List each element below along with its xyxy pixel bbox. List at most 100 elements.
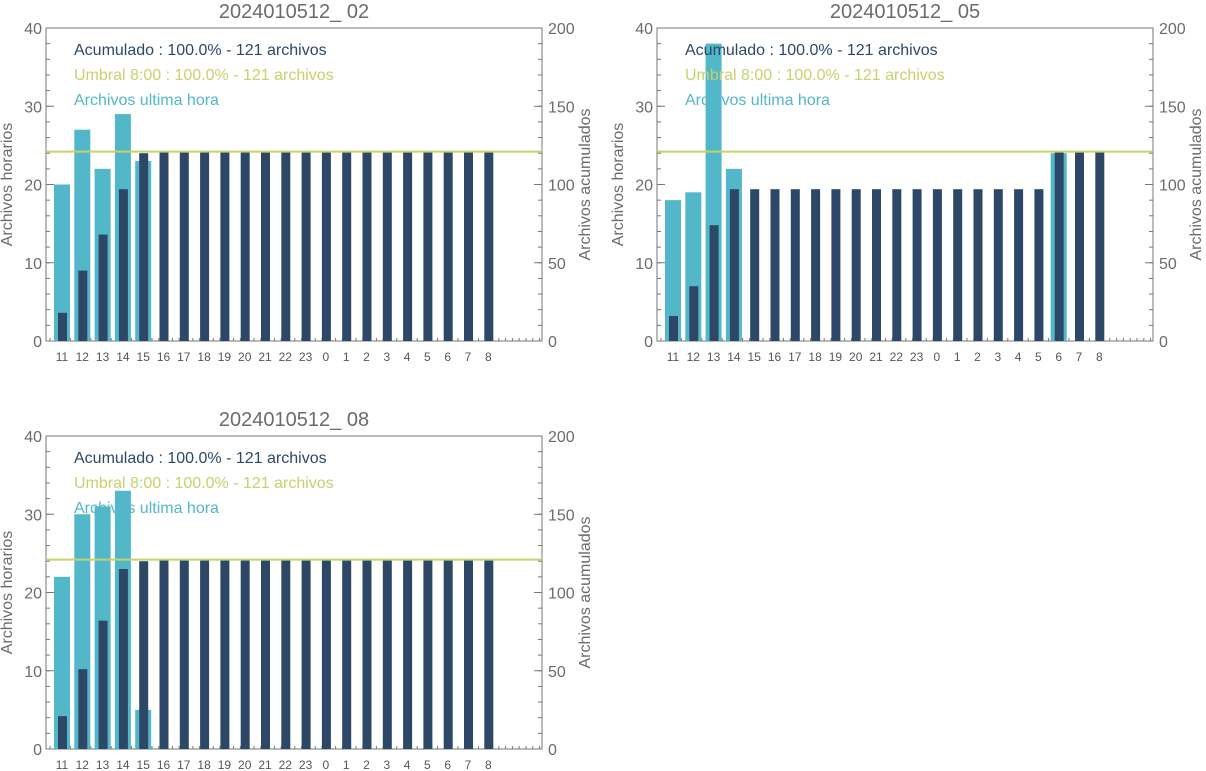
cumulative-bar (851, 189, 861, 341)
cumulative-bar (729, 189, 739, 341)
cumulative-bar (669, 315, 678, 341)
x-tick-label: 5 (1035, 350, 1042, 364)
x-tick-label: 0 (323, 758, 330, 771)
y-right-axis-label: Archivos acumulados (577, 516, 594, 668)
y-right-axis-label: Archivos acumulados (1188, 108, 1205, 260)
y-tick-label: 20 (24, 178, 42, 195)
x-tick-label: 3 (383, 758, 390, 771)
x-tick-label: 11 (56, 758, 69, 771)
y-tick-label: 30 (24, 507, 42, 524)
y-tick-label: 40 (24, 21, 42, 38)
y-right-tick-label: 200 (548, 429, 575, 446)
cumulative-bar (973, 189, 983, 341)
y-right-tick-label: 100 (548, 178, 575, 195)
x-tick-label: 8 (485, 758, 492, 771)
cumulative-bar (423, 151, 433, 341)
hourly-bar (665, 200, 681, 341)
y-tick-label: 20 (635, 178, 653, 195)
cumulative-bar (342, 151, 352, 341)
y-tick-label: 30 (635, 99, 653, 116)
y-tick-label: 30 (24, 99, 42, 116)
cumulative-bar (139, 561, 149, 749)
x-tick-label: 7 (465, 758, 472, 771)
legend-entry: Archivos ultima hora (685, 92, 830, 109)
hourly-bar (54, 184, 70, 341)
cumulative-bar (98, 234, 108, 341)
x-tick-label: 14 (116, 350, 130, 364)
cumulative-bar (912, 189, 922, 341)
y-right-tick-label: 50 (1159, 256, 1177, 273)
x-tick-label: 5 (424, 758, 431, 771)
x-tick-label: 6 (444, 350, 451, 364)
x-tick-label: 22 (279, 350, 293, 364)
cumulative-bar (220, 559, 230, 749)
cumulative-bar (200, 559, 210, 749)
x-tick-label: 4 (1015, 350, 1022, 364)
y-right-tick-label: 100 (1159, 178, 1186, 195)
x-tick-label: 17 (788, 350, 802, 364)
cumulative-bar (770, 189, 780, 341)
cumulative-bar (811, 189, 821, 341)
cumulative-bar (118, 569, 128, 749)
x-tick-label: 2 (974, 350, 981, 364)
x-tick-label: 12 (687, 350, 701, 364)
legend-entry: Umbral 8:00 : 100.0% - 121 archivos (74, 475, 334, 492)
cumulative-bar (118, 189, 128, 341)
cumulative-bar (932, 189, 942, 341)
x-tick-label: 16 (157, 758, 171, 771)
x-tick-label: 20 (849, 350, 863, 364)
x-tick-label: 18 (808, 350, 822, 364)
cumulative-bar (1075, 151, 1084, 341)
cumulative-bar (423, 559, 433, 749)
y-right-tick-label: 150 (548, 99, 575, 116)
x-tick-label: 16 (157, 350, 171, 364)
cumulative-bar (382, 559, 392, 749)
x-tick-label: 14 (116, 758, 130, 771)
y-tick-label: 10 (24, 664, 42, 681)
cumulative-bar (78, 270, 88, 341)
x-tick-label: 16 (768, 350, 782, 364)
x-tick-label: 21 (869, 350, 883, 364)
chart-title: 2024010512_ 08 (219, 409, 369, 431)
cumulative-bar (484, 559, 494, 749)
x-tick-label: 19 (218, 350, 232, 364)
y-right-tick-label: 100 (548, 586, 575, 603)
x-tick-label: 23 (910, 350, 924, 364)
x-tick-label: 6 (1055, 350, 1062, 364)
legend-entry: Acumulado : 100.0% - 121 archivos (74, 42, 327, 59)
cumulative-bar (443, 559, 453, 749)
chart-panel: 2024010512_ 05010203040050100150200Archi… (610, 1, 1205, 364)
x-tick-label: 13 (96, 758, 110, 771)
x-tick-label: 23 (299, 758, 313, 771)
cumulative-bar (953, 189, 963, 341)
y-tick-label: 10 (635, 256, 653, 273)
x-tick-label: 17 (177, 350, 191, 364)
y-right-axis-label: Archivos acumulados (577, 108, 594, 260)
cumulative-bar (382, 151, 392, 341)
y-axis-label: Archivos horarios (0, 123, 16, 247)
x-tick-label: 13 (707, 350, 721, 364)
cumulative-bar (993, 189, 1003, 341)
cumulative-bar (281, 151, 291, 341)
x-tick-label: 11 (56, 350, 69, 364)
cumulative-bar (179, 151, 189, 341)
y-tick-label: 40 (24, 429, 42, 446)
x-tick-label: 8 (485, 350, 492, 364)
legend-entry: Archivos ultima hora (74, 92, 219, 109)
x-tick-label: 3 (994, 350, 1001, 364)
x-tick-label: 7 (1076, 350, 1083, 364)
x-tick-label: 0 (934, 350, 941, 364)
cumulative-bar (78, 669, 88, 749)
x-tick-label: 4 (404, 350, 411, 364)
hourly-bar (54, 576, 70, 749)
cumulative-bar (1014, 189, 1024, 341)
x-tick-label: 0 (323, 350, 330, 364)
y-right-tick-label: 0 (1159, 334, 1168, 351)
chart-panel: 2024010512_ 08010203040050100150200Archi… (0, 409, 594, 771)
y-right-tick-label: 200 (1159, 21, 1186, 38)
x-tick-label: 3 (383, 350, 390, 364)
cumulative-bar (443, 151, 453, 341)
cumulative-bar (261, 559, 270, 749)
x-tick-label: 13 (96, 350, 110, 364)
x-tick-label: 19 (829, 350, 843, 364)
